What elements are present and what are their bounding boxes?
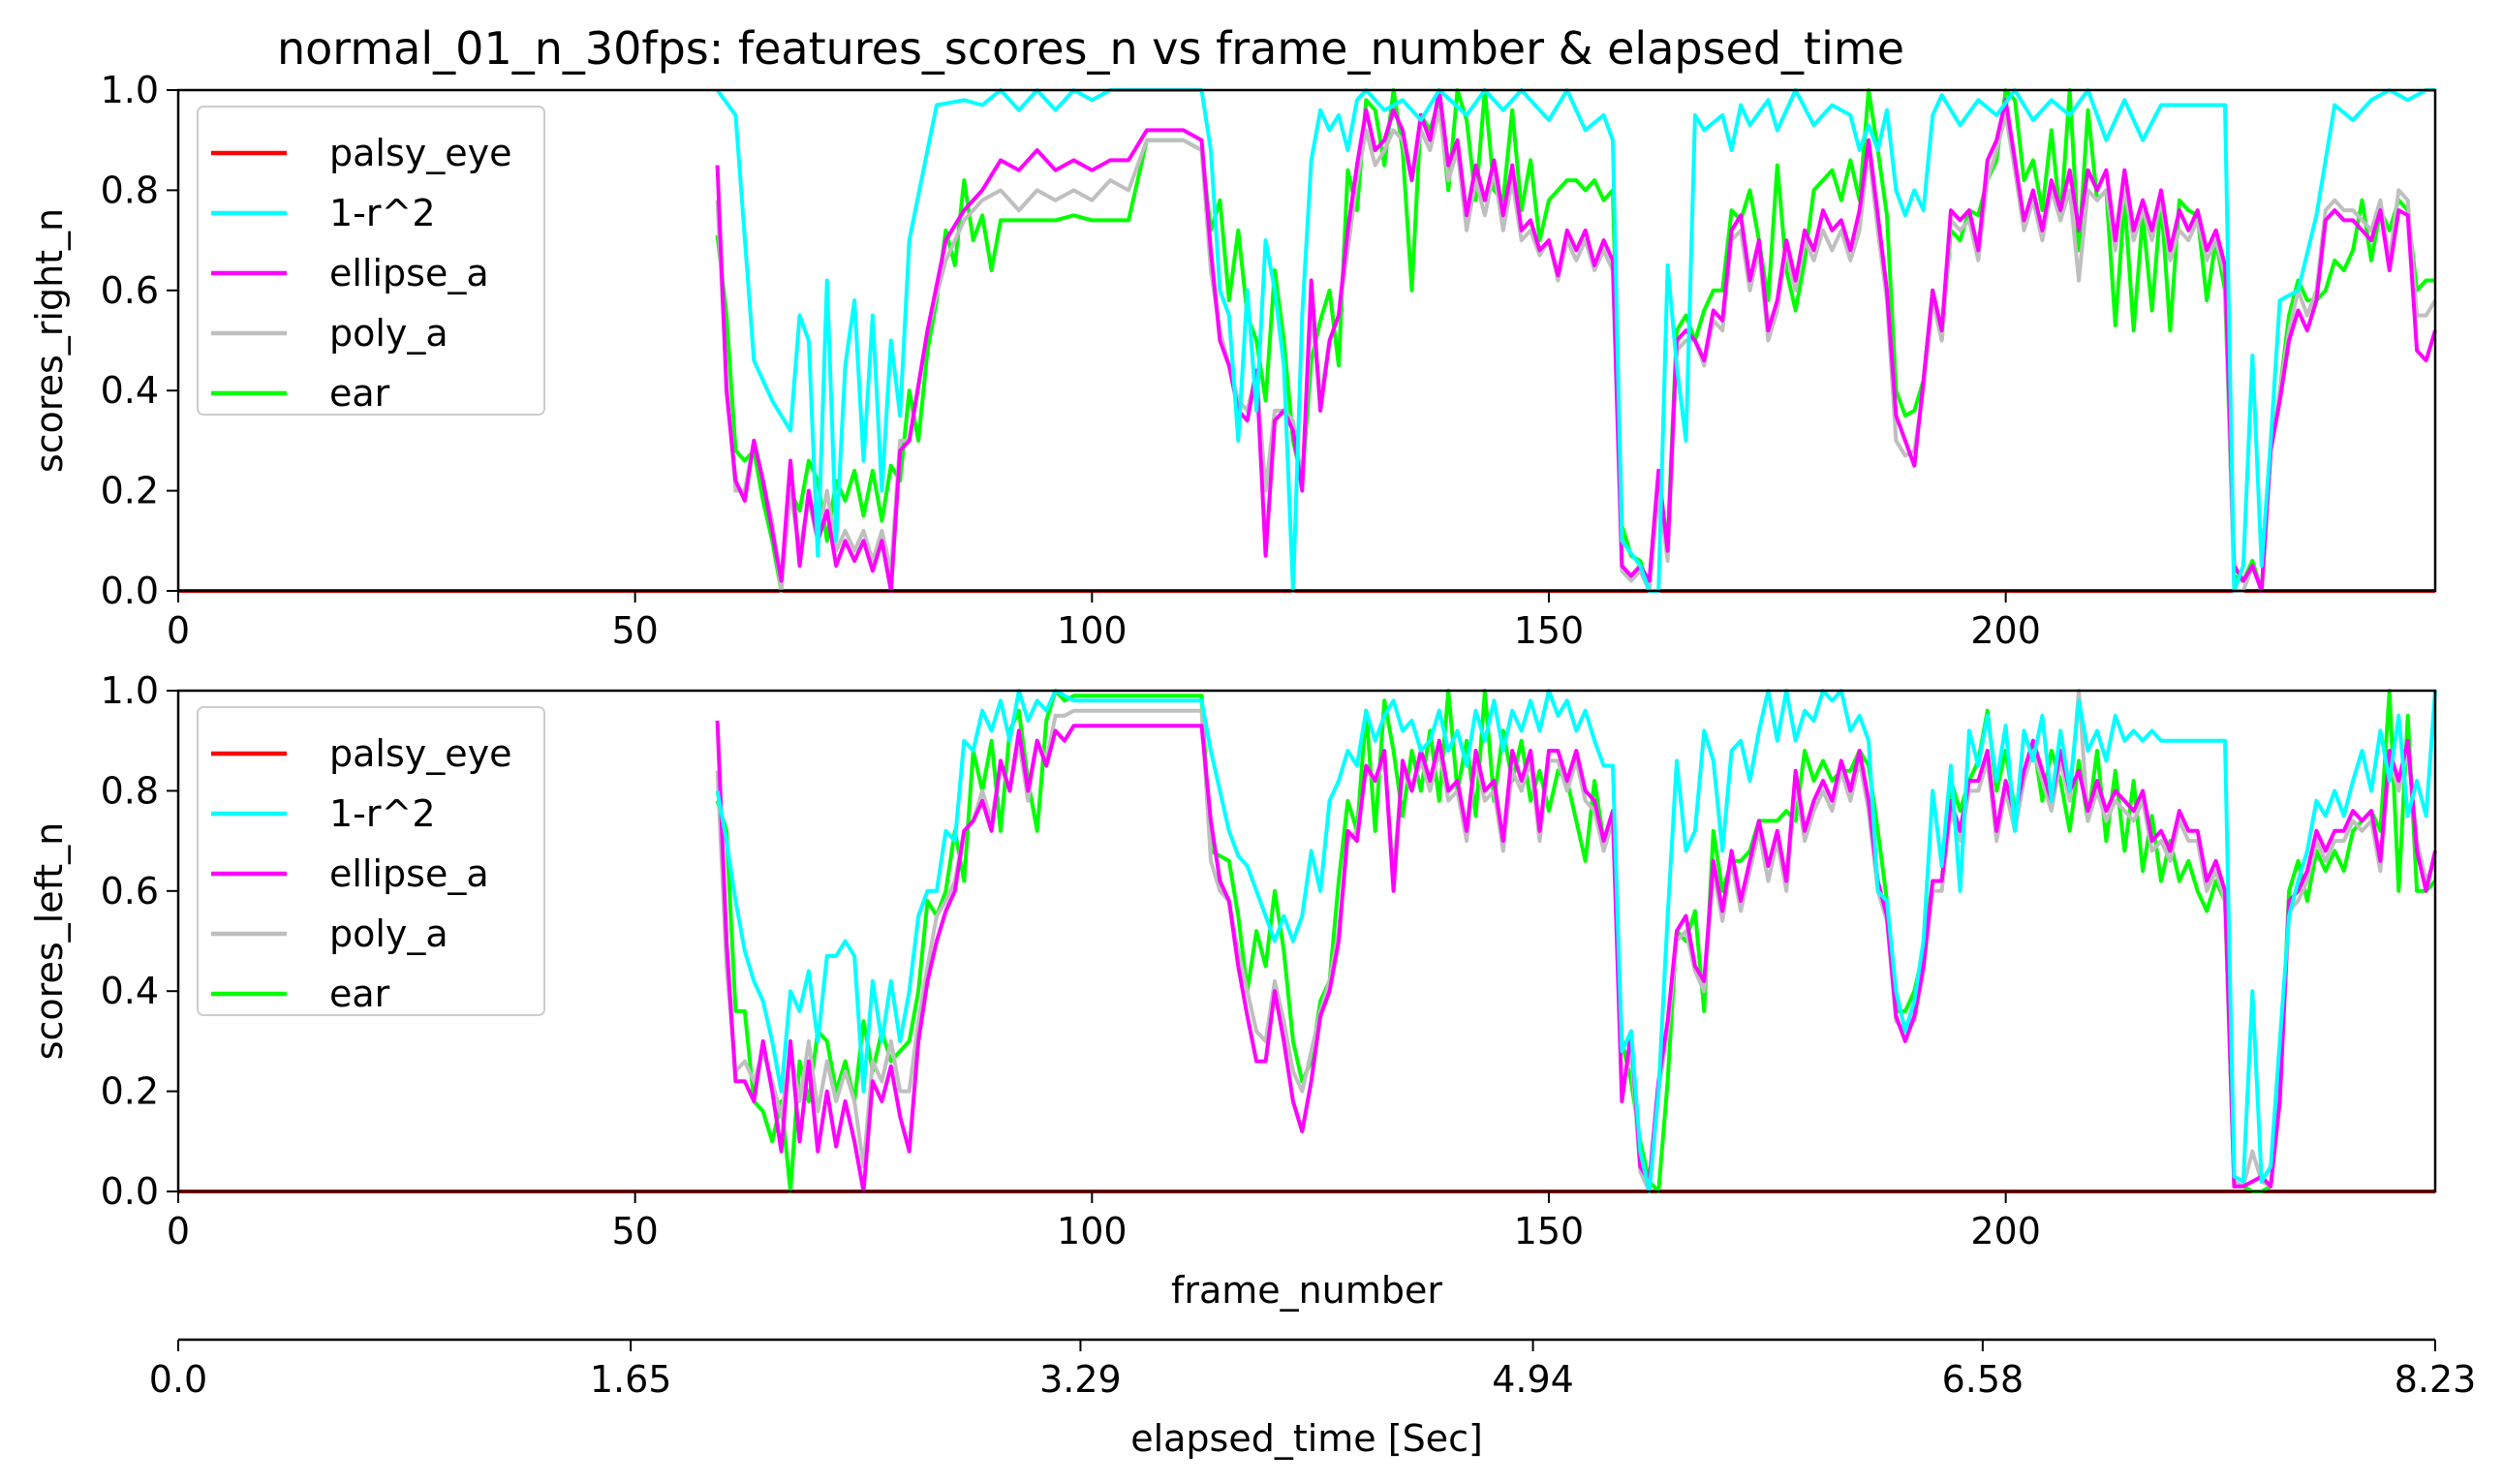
left-legend-label-ear: ear [329,973,390,1015]
right-ytick-label: 1.0 [101,69,159,111]
right-xtick-label: 0 [167,609,190,652]
left-legend-label-1-r2: 1-r^2 [329,792,436,835]
left-xtick-label: 50 [611,1210,658,1252]
left-xtick-label: 0 [167,1210,190,1252]
left-series-1-r2-line [715,689,2437,1193]
left-xtick-label: 200 [1970,1210,2041,1252]
figure-title: normal_01_n_30fps: features_scores_n vs … [277,22,1904,75]
left-legend-label-palsy-eye: palsy_eye [329,732,512,775]
left-ytick-label: 0.6 [101,870,159,912]
time-xtick-label: 3.29 [1039,1358,1122,1401]
right-xtick-label: 100 [1057,609,1128,652]
right-xtick-label: 200 [1970,609,2041,652]
elapsed-time-axis: 0.0 1.65 3.29 4.94 6.58 8.23 elapsed_time [Sec… [149,1338,2477,1460]
right-xtick-label: 50 [611,609,658,652]
time-xlabel: elapsed_time [Sec] [1130,1417,1483,1460]
right-series-1-r2-line [715,88,2435,593]
left-ytick-label: 0.0 [101,1170,159,1213]
time-xtick-label: 6.58 [1942,1358,2024,1401]
right-axes-frame [176,88,2437,593]
time-xtick-label: 0.0 [149,1358,207,1401]
top-panel-scores-right: 0.0 0.2 0.4 0.6 0.8 1.0 0 50 100 150 200 scores_rig… [28,69,2437,652]
right-plot-area [178,90,2435,591]
left-legend-box [197,706,545,1016]
right-legend-label-ellipse-a: ellipse_a [329,252,489,294]
left-ytick-label: 1.0 [101,669,159,712]
right-series-ellipse-a-line [715,88,2437,593]
left-ytick-label: 0.2 [101,1070,159,1113]
right-legend-box [197,106,545,416]
right-ytick-label: 0.8 [101,169,159,211]
right-ylabel: scores_right_n [28,208,71,473]
right-legend-label-ear: ear [329,372,390,415]
time-xtick-label: 8.23 [2395,1358,2477,1401]
left-xtick-label: 150 [1514,1210,1585,1252]
bottom-panel-scores-left: 0.0 0.2 0.4 0.6 0.8 1.0 0 50 100 150 200 scores_lef… [28,669,2437,1312]
right-ytick-label: 0.6 [101,269,159,312]
left-legend-label-ellipse-a: ellipse_a [329,852,489,895]
left-axes-frame [176,689,2437,1193]
left-ylabel: scores_left_n [28,822,71,1061]
right-legend-label-palsy-eye: palsy_eye [329,132,512,174]
right-ytick-label: 0.0 [101,570,159,612]
right-legend-label-1-r2: 1-r^2 [329,192,436,234]
right-legend-label-poly-a: poly_a [329,312,448,355]
time-xtick-label: 1.65 [590,1358,672,1401]
left-ytick-label: 0.4 [101,970,159,1012]
right-ytick-label: 0.2 [101,470,159,512]
left-xlabel: frame_number [1171,1269,1442,1312]
left-series-ellipse-a-line [715,720,2437,1193]
left-legend-label-poly-a: poly_a [329,912,448,955]
right-xtick-label: 150 [1514,609,1585,652]
left-ytick-label: 0.8 [101,769,159,812]
right-ytick-label: 0.4 [101,369,159,412]
right-series-ear-line [715,88,2435,593]
time-xtick-label: 4.94 [1492,1358,1574,1401]
left-xtick-label: 100 [1057,1210,1128,1252]
